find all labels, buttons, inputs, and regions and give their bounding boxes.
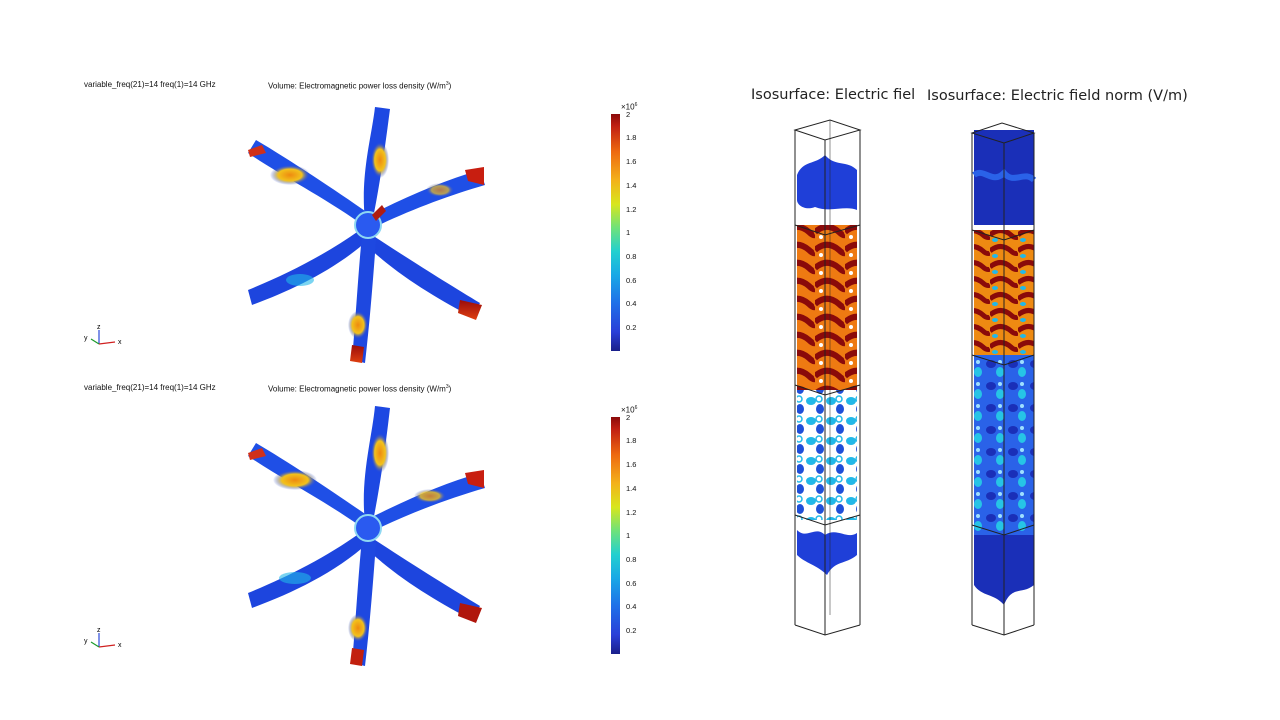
top-plot-title: Volume: Electromagnetic power loss densi… [268, 81, 452, 91]
top-colorbar: 2 1.8 1.6 1.4 1.2 1 0.8 0.6 0.4 0.2 [611, 110, 661, 354]
svg-text:y: y [84, 638, 88, 645]
top-colorbar-tick: 1.6 [626, 157, 637, 166]
bottom-colorbar-tick: 2 [626, 413, 631, 422]
bottom-colorbar-tick: 1 [626, 531, 631, 540]
svg-text:z: z [97, 627, 101, 634]
bottom-hexapod-volume-plot [248, 406, 485, 666]
top-colorbar-tick: 0.8 [626, 252, 637, 261]
svg-text:y: y [84, 335, 88, 342]
top-colorbar-multiplier: ×106 [621, 102, 638, 112]
bottom-colorbar-tick: 1.2 [626, 508, 637, 517]
top-colorbar-tick: 2 [626, 110, 631, 119]
iso-right-title: Isosurface: Electric field norm (V/m) [927, 88, 1188, 104]
svg-text:x: x [118, 642, 122, 649]
top-colorbar-tick: 0.2 [626, 323, 637, 332]
svg-text:z: z [97, 324, 101, 331]
bottom-colorbar-tick: 0.4 [626, 602, 637, 611]
top-colorbar-tick: 1.2 [626, 205, 637, 214]
bottom-freq-label: variable_freq(21)=14 freq(1)=14 GHz [84, 383, 216, 392]
bottom-colorbar-multiplier: ×106 [621, 405, 638, 415]
svg-text:x: x [118, 339, 122, 346]
bottom-plot-title: Volume: Electromagnetic power loss densi… [268, 384, 452, 394]
bottom-colorbar-tick: 1.4 [626, 484, 637, 493]
top-colorbar-tick: 1 [626, 228, 631, 237]
top-colorbar-tick: 0.6 [626, 276, 637, 285]
bottom-axis-triad-icon: z y x [84, 627, 122, 649]
bottom-colorbar-tick: 0.2 [626, 626, 637, 635]
iso-right-column-plot [970, 122, 1037, 636]
top-colorbar-tick: 0.4 [626, 299, 637, 308]
bottom-colorbar-tick: 0.6 [626, 579, 637, 588]
top-freq-label: variable_freq(21)=14 freq(1)=14 GHz [84, 80, 216, 89]
bottom-colorbar-gradient [611, 417, 620, 654]
bottom-colorbar-tick: 1.8 [626, 436, 637, 445]
top-hexapod-volume-plot [248, 107, 485, 363]
bottom-colorbar: 2 1.8 1.6 1.4 1.2 1 0.8 0.6 0.4 0.2 [611, 413, 661, 657]
top-colorbar-tick: 1.8 [626, 133, 637, 142]
iso-left-title: Isosurface: Electric field [751, 87, 916, 103]
top-colorbar-gradient [611, 114, 620, 351]
bottom-colorbar-tick: 0.8 [626, 555, 637, 564]
top-axis-triad-icon: z y x [84, 324, 122, 346]
iso-left-column-plot [793, 119, 862, 636]
top-colorbar-tick: 1.4 [626, 181, 637, 190]
bottom-colorbar-tick: 1.6 [626, 460, 637, 469]
